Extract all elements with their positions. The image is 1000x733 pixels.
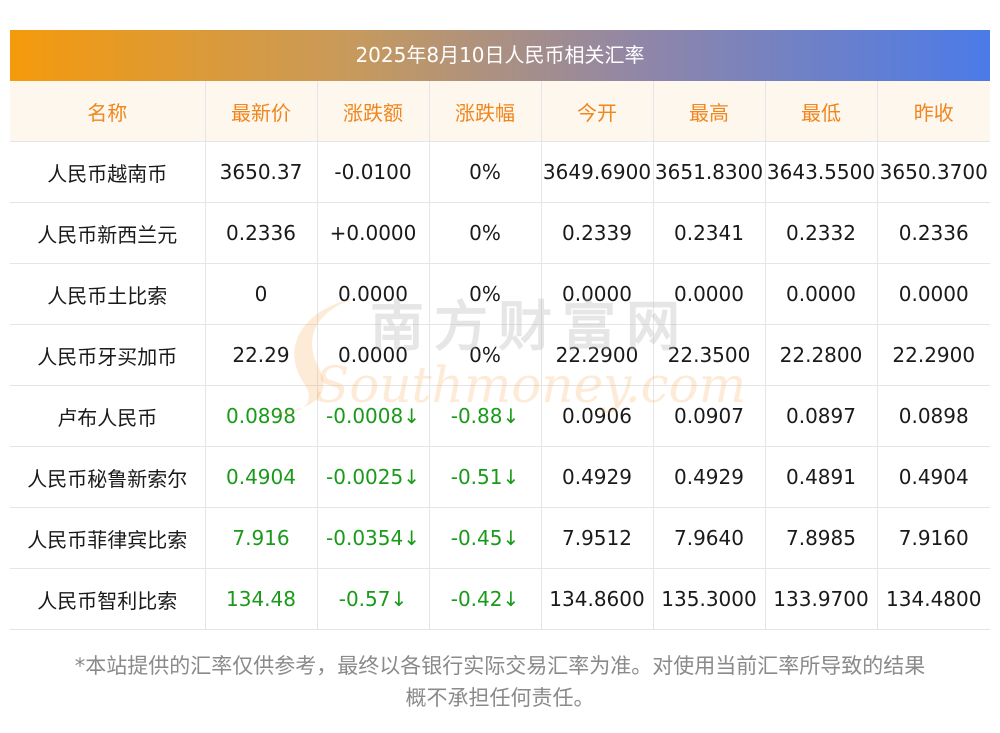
cell-high: 0.4929 — [653, 446, 766, 508]
cell-change: +0.0000 — [317, 202, 430, 264]
cell-name: 人民币菲律宾比索 — [10, 507, 206, 569]
table-row: 人民币智利比索 134.48 -0.57↓ -0.42↓ 134.8600 13… — [10, 568, 990, 630]
cell-open: 3649.6900 — [541, 141, 654, 203]
header-change-pct: 涨跌幅 — [429, 81, 542, 142]
cell-open: 134.8600 — [541, 568, 654, 630]
cell-high: 135.3000 — [653, 568, 766, 630]
cell-name: 人民币秘鲁新索尔 — [10, 446, 206, 508]
page-title: 2025年8月10日人民币相关汇率 — [10, 30, 990, 81]
cell-change-pct: 0% — [429, 202, 542, 264]
cell-name: 人民币土比索 — [10, 263, 206, 325]
header-change: 涨跌额 — [317, 81, 430, 142]
cell-high: 7.9640 — [653, 507, 766, 569]
cell-prev-close: 7.9160 — [877, 507, 990, 569]
cell-low: 133.9700 — [765, 568, 878, 630]
cell-latest: 7.916 — [205, 507, 318, 569]
cell-change-pct: 0% — [429, 263, 542, 325]
cell-open: 0.2339 — [541, 202, 654, 264]
header-latest: 最新价 — [205, 81, 318, 142]
table-row: 人民币新西兰元 0.2336 +0.0000 0% 0.2339 0.2341 … — [10, 202, 990, 264]
disclaimer: *本站提供的汇率仅供参考，最终以各银行实际交易汇率为准。对使用当前汇率所导致的结… — [10, 650, 990, 714]
table-row: 人民币菲律宾比索 7.916 -0.0354↓ -0.45↓ 7.9512 7.… — [10, 507, 990, 569]
cell-prev-close: 0.4904 — [877, 446, 990, 508]
header-low: 最低 — [765, 81, 878, 142]
cell-high: 0.2341 — [653, 202, 766, 264]
cell-high: 22.3500 — [653, 324, 766, 386]
cell-open: 0.0000 — [541, 263, 654, 325]
header-open: 今开 — [541, 81, 654, 142]
table-row: 人民币土比索 0 0.0000 0% 0.0000 0.0000 0.0000 … — [10, 263, 990, 325]
cell-change-pct: 0% — [429, 324, 542, 386]
cell-change-pct: -0.88↓ — [429, 385, 542, 447]
cell-name: 卢布人民币 — [10, 385, 206, 447]
cell-latest: 0.4904 — [205, 446, 318, 508]
table-row: 人民币越南币 3650.37 -0.0100 0% 3649.6900 3651… — [10, 141, 990, 203]
cell-open: 0.4929 — [541, 446, 654, 508]
cell-change-pct: 0% — [429, 141, 542, 203]
cell-prev-close: 134.4800 — [877, 568, 990, 630]
cell-low: 3643.5500 — [765, 141, 878, 203]
cell-latest: 0 — [205, 263, 318, 325]
cell-change: 0.0000 — [317, 263, 430, 325]
cell-change: -0.0100 — [317, 141, 430, 203]
cell-latest: 134.48 — [205, 568, 318, 630]
cell-change: -0.0354↓ — [317, 507, 430, 569]
cell-name: 人民币牙买加币 — [10, 324, 206, 386]
cell-open: 7.9512 — [541, 507, 654, 569]
cell-prev-close: 22.2900 — [877, 324, 990, 386]
cell-prev-close: 0.2336 — [877, 202, 990, 264]
cell-open: 22.2900 — [541, 324, 654, 386]
cell-name: 人民币智利比索 — [10, 568, 206, 630]
exchange-rate-table: 名称 最新价 涨跌额 涨跌幅 今开 最高 最低 昨收 人民币越南币 3650.3… — [10, 81, 990, 630]
cell-change: -0.0008↓ — [317, 385, 430, 447]
cell-prev-close: 3650.3700 — [877, 141, 990, 203]
cell-low: 0.4891 — [765, 446, 878, 508]
table-header-row: 名称 最新价 涨跌额 涨跌幅 今开 最高 最低 昨收 — [10, 81, 990, 142]
table-row: 卢布人民币 0.0898 -0.0008↓ -0.88↓ 0.0906 0.09… — [10, 385, 990, 447]
cell-change: -0.0025↓ — [317, 446, 430, 508]
cell-open: 0.0906 — [541, 385, 654, 447]
cell-change: 0.0000 — [317, 324, 430, 386]
cell-change-pct: -0.42↓ — [429, 568, 542, 630]
cell-change-pct: -0.45↓ — [429, 507, 542, 569]
disclaimer-line-2: 概不承担任何责任。 — [405, 686, 595, 710]
cell-high: 0.0000 — [653, 263, 766, 325]
disclaimer-line-1: *本站提供的汇率仅供参考，最终以各银行实际交易汇率为准。对使用当前汇率所导致的结… — [74, 654, 926, 678]
cell-latest: 0.0898 — [205, 385, 318, 447]
cell-name: 人民币新西兰元 — [10, 202, 206, 264]
header-prev-close: 昨收 — [877, 81, 990, 142]
cell-high: 0.0907 — [653, 385, 766, 447]
cell-low: 0.0897 — [765, 385, 878, 447]
cell-low: 7.8985 — [765, 507, 878, 569]
cell-change-pct: -0.51↓ — [429, 446, 542, 508]
cell-change: -0.57↓ — [317, 568, 430, 630]
cell-low: 0.0000 — [765, 263, 878, 325]
cell-prev-close: 0.0000 — [877, 263, 990, 325]
table-row: 人民币秘鲁新索尔 0.4904 -0.0025↓ -0.51↓ 0.4929 0… — [10, 446, 990, 508]
cell-name: 人民币越南币 — [10, 141, 206, 203]
cell-high: 3651.8300 — [653, 141, 766, 203]
header-name: 名称 — [10, 81, 206, 142]
cell-latest: 22.29 — [205, 324, 318, 386]
cell-prev-close: 0.0898 — [877, 385, 990, 447]
cell-low: 0.2332 — [765, 202, 878, 264]
header-high: 最高 — [653, 81, 766, 142]
cell-latest: 3650.37 — [205, 141, 318, 203]
cell-low: 22.2800 — [765, 324, 878, 386]
cell-latest: 0.2336 — [205, 202, 318, 264]
table-row: 人民币牙买加币 22.29 0.0000 0% 22.2900 22.3500 … — [10, 324, 990, 386]
